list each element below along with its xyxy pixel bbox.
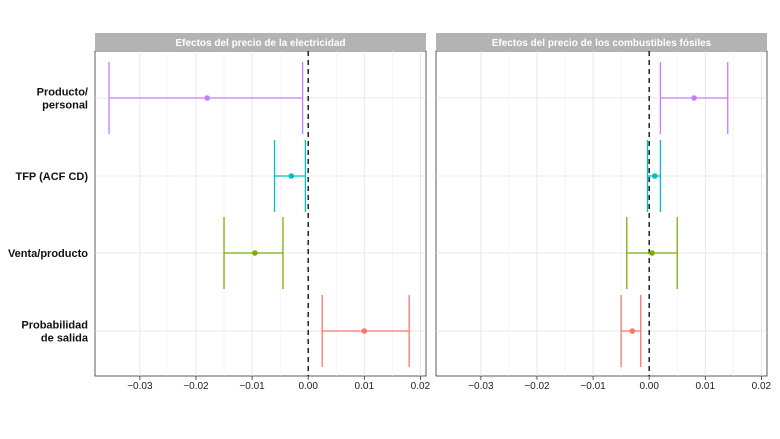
x-tick-label: 0.00 bbox=[298, 381, 318, 392]
x-tick-label: 0.01 bbox=[355, 381, 375, 392]
x-tick-label: 0.00 bbox=[639, 381, 659, 392]
panel-strip bbox=[95, 33, 426, 51]
point-estimate bbox=[204, 95, 211, 101]
category-label: de salida bbox=[41, 333, 89, 345]
x-tick-label: −0.01 bbox=[580, 381, 606, 392]
x-tick-label: −0.02 bbox=[524, 381, 550, 392]
point-estimate bbox=[691, 95, 697, 101]
x-tick-label: −0.01 bbox=[239, 381, 265, 392]
category-label: TFP (ACF CD) bbox=[15, 171, 88, 183]
point-estimate bbox=[651, 173, 658, 179]
category-label: Venta/producto bbox=[8, 248, 88, 260]
point-estimate bbox=[649, 250, 655, 256]
x-tick-label: −0.02 bbox=[183, 381, 209, 392]
point-estimate bbox=[361, 328, 368, 334]
category-label: personal bbox=[42, 100, 88, 112]
panel-frame bbox=[94, 50, 427, 377]
x-tick-label: 0.02 bbox=[752, 381, 772, 392]
category-label: Probabilidad bbox=[21, 320, 88, 332]
point-estimate bbox=[629, 328, 636, 334]
x-tick-label: −0.03 bbox=[468, 381, 494, 392]
x-tick-label: 0.02 bbox=[411, 381, 431, 392]
panel-frame bbox=[435, 50, 768, 377]
x-tick-label: −0.03 bbox=[127, 381, 153, 392]
panel-title: Efectos del precio de la electricidad bbox=[175, 38, 345, 49]
panel-strip bbox=[436, 33, 767, 51]
panel-title: Efectos del precio de los combustibles f… bbox=[492, 38, 712, 49]
x-tick-label: 0.01 bbox=[696, 381, 716, 392]
category-label: Producto/ bbox=[37, 87, 88, 99]
point-estimate bbox=[288, 173, 295, 179]
point-estimate bbox=[252, 250, 258, 256]
